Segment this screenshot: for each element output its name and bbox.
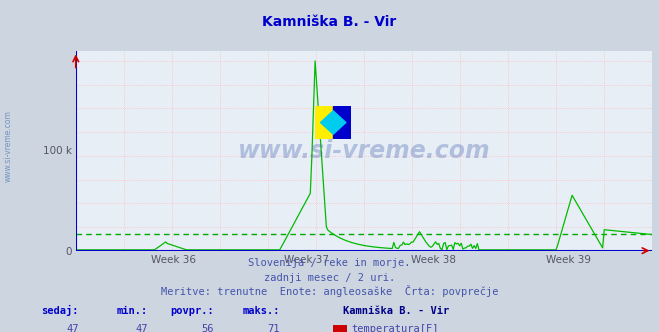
Text: sedaj:: sedaj:: [42, 305, 79, 316]
Polygon shape: [333, 123, 351, 139]
Text: Kamniška B. - Vir: Kamniška B. - Vir: [343, 306, 449, 316]
Text: min.:: min.:: [117, 306, 148, 316]
Text: Slovenija / reke in morje.: Slovenija / reke in morje.: [248, 258, 411, 268]
Polygon shape: [333, 106, 351, 123]
Text: povpr.:: povpr.:: [171, 306, 214, 316]
Text: 47: 47: [67, 324, 79, 332]
Text: 71: 71: [268, 324, 280, 332]
Text: Meritve: trenutne  Enote: angleosaške  Črta: povprečje: Meritve: trenutne Enote: angleosaške Črt…: [161, 286, 498, 297]
Text: 47: 47: [136, 324, 148, 332]
Polygon shape: [315, 123, 333, 139]
Text: 56: 56: [202, 324, 214, 332]
Text: Kamniška B. - Vir: Kamniška B. - Vir: [262, 15, 397, 29]
Polygon shape: [320, 111, 346, 134]
Text: zadnji mesec / 2 uri.: zadnji mesec / 2 uri.: [264, 273, 395, 283]
Text: www.si-vreme.com: www.si-vreme.com: [238, 139, 490, 163]
Text: www.si-vreme.com: www.si-vreme.com: [3, 110, 13, 182]
Text: maks.:: maks.:: [243, 306, 280, 316]
Text: temperatura[F]: temperatura[F]: [351, 324, 439, 332]
Polygon shape: [315, 106, 333, 123]
